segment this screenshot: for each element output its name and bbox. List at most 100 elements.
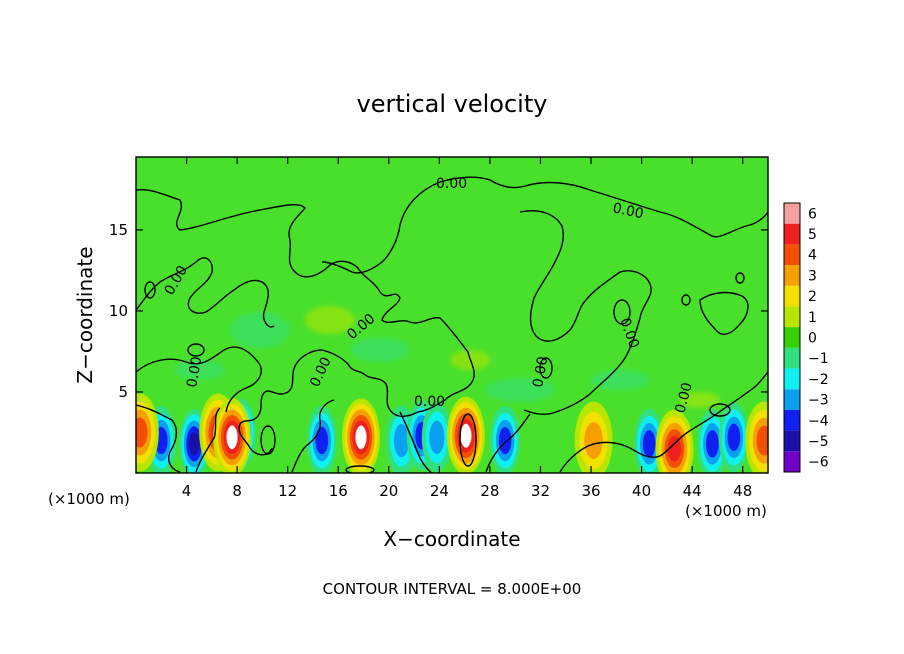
updraft-core [574, 401, 613, 473]
contour-label: 0.00 [611, 200, 645, 222]
contour-zero-blob-8 [345, 465, 375, 473]
velocity-cells [136, 393, 768, 473]
cell-level [584, 422, 603, 460]
contour-zero-blob-9 [459, 413, 477, 467]
x-tick-label: 44 [683, 482, 702, 500]
updraft-core [655, 409, 694, 473]
x-tick-label: 28 [480, 482, 499, 500]
cell-level [188, 432, 200, 456]
colorbar-swatch [784, 430, 800, 452]
contour-label: 0.00 [436, 176, 467, 192]
colorbar-label: 4 [808, 248, 817, 264]
colorbar-label: −3 [808, 393, 829, 409]
contour-zero-right-small [699, 291, 749, 335]
cell-peak [227, 425, 238, 450]
colorbar-label: 3 [808, 268, 817, 284]
downdraft-core [179, 408, 210, 473]
cell-level [136, 417, 148, 448]
upper-field-variations [175, 306, 720, 408]
contour-zero-blob-10 [260, 425, 276, 455]
contour-zero-blob-1 [187, 343, 205, 357]
contour-zero-blob-3 [539, 357, 553, 379]
y-tick-label: 5 [118, 383, 128, 401]
colorbar-swatch [784, 265, 800, 286]
updraft-core [136, 393, 159, 472]
cell-peak [355, 425, 366, 450]
contour-interval-note: CONTOUR INTERVAL = 8.000E+00 [323, 580, 582, 598]
contour-label: 0.00 [530, 355, 551, 388]
updraft-core [745, 401, 768, 473]
cell-peak [460, 423, 471, 448]
plot-frame [135, 156, 769, 474]
y-axis-label: Z−coordinate [73, 246, 97, 383]
downdraft-core [490, 405, 521, 473]
x-tick-label: 36 [581, 482, 600, 500]
colorbar-swatch [784, 203, 800, 224]
cell-level [315, 426, 329, 455]
contour-zero-upper-right [399, 176, 768, 238]
colorbar-label: 0 [808, 331, 817, 347]
cell-level [642, 430, 656, 458]
colorbar-swatch [784, 285, 800, 307]
contour-zero-mid [321, 224, 401, 274]
colorbar-swatch [784, 389, 800, 410]
chart-title: vertical velocity [357, 90, 548, 118]
contour-zero-low-left [136, 346, 262, 413]
colorbar-label: 2 [808, 289, 817, 305]
x-tick-label: 40 [632, 482, 651, 500]
colorbar-frame [783, 202, 801, 473]
colorbar-swatch [784, 451, 800, 472]
x-tick-label: 20 [379, 482, 398, 500]
colorbar-label: −4 [808, 413, 829, 429]
x-unit-right: (×1000 m) [685, 502, 767, 520]
x-axis-ticks: 4 8 12 16 20 24 28 32 36 40 44 48 [182, 157, 752, 500]
colorbar-label: −2 [808, 372, 829, 388]
contour-zero-main [136, 188, 475, 456]
y-tick-label: 10 [109, 302, 128, 320]
downdraft-core [718, 402, 749, 473]
colorbar-swatch [784, 347, 800, 369]
contour-zero-bottom-band [136, 371, 768, 473]
updraft-core [341, 398, 380, 473]
downdraft-core [421, 402, 452, 473]
colorbar-label: −1 [808, 351, 829, 367]
updraft-core [446, 396, 485, 473]
x-tick-label: 24 [430, 482, 449, 500]
colorbar-swatch [784, 223, 800, 245]
cell-level [498, 426, 512, 455]
updraft-core [213, 398, 252, 473]
contour-zero-blob-6 [681, 294, 691, 306]
contour-zero-blob-4 [709, 403, 731, 417]
colorbar-label: −6 [808, 455, 829, 471]
colorbar-label: −5 [808, 434, 829, 450]
x-tick-label: 16 [329, 482, 348, 500]
x-tick-label: 32 [531, 482, 550, 500]
contour-label: 0.00 [672, 381, 696, 415]
colorbar-swatch [784, 327, 800, 348]
zero-contours [136, 176, 768, 473]
y-axis-ticks: 5 10 15 [109, 221, 768, 401]
cell-level [756, 425, 768, 456]
contour-zero-lobe [519, 210, 652, 415]
cell-level [727, 423, 741, 452]
colorbar-label: 6 [808, 206, 817, 222]
contour-label: 0.00 [414, 394, 445, 410]
colorbar-swatch [784, 409, 800, 431]
colorbar-swatch [784, 306, 800, 328]
x-tick-label: 48 [733, 482, 752, 500]
contour-zero-blob-2 [613, 299, 631, 325]
contour-zero-blob-7 [735, 272, 745, 284]
contour-zero-blob-5 [144, 281, 156, 299]
cell-level [667, 435, 682, 462]
colorbar-label: 5 [808, 227, 817, 243]
contour-zero-left-upper [136, 257, 275, 328]
cell-level [429, 420, 445, 455]
x-unit-left: (×1000 m) [48, 490, 130, 508]
colorbar: 6 5 4 3 2 1 0 −1 −2 −3 −4 −5 −6 [783, 202, 829, 473]
cell-level [393, 423, 410, 458]
y-tick-label: 15 [109, 221, 128, 239]
downdraft-core [306, 405, 337, 473]
contour-label: 0.00 [184, 355, 205, 388]
x-axis-label: X−coordinate [383, 527, 520, 551]
